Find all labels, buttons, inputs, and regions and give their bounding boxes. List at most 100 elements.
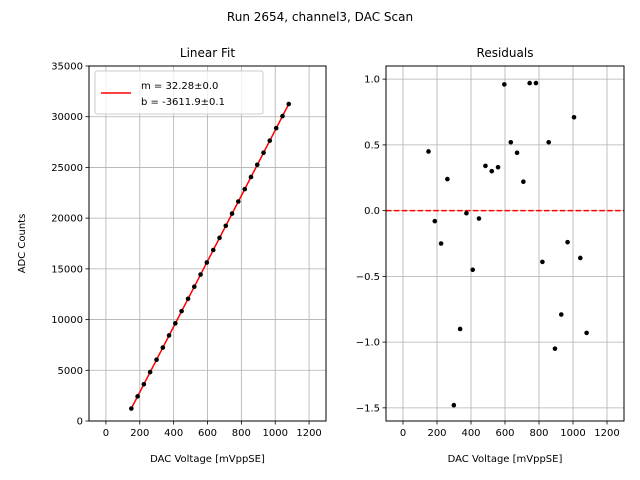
data-point (129, 406, 134, 411)
x-tick-label: 0 (103, 428, 109, 439)
legend-label-intercept: b = -3611.9±0.1 (141, 97, 225, 108)
linear-fit-x-axis-label: DAC Voltage [mVppSE] (150, 454, 265, 465)
data-point (141, 381, 147, 387)
data-point (147, 369, 153, 375)
x-tick-label: 1000 (262, 428, 287, 439)
linear-fit-y-ticks: 0 5000 10000 15000 20000 25000 30000 35000 (51, 62, 89, 428)
y-tick-label: 35000 (51, 62, 83, 73)
data-point (552, 346, 558, 351)
legend-label-slope: m = 32.28±0.0 (141, 81, 218, 92)
y-tick-label: 25000 (51, 163, 83, 174)
x-tick-label: 400 (461, 428, 480, 439)
data-point (432, 218, 438, 224)
data-point (286, 101, 292, 107)
linear-fit-title: Linear Fit (180, 46, 235, 60)
x-tick-label: 800 (529, 428, 548, 439)
fit-line (130, 103, 290, 409)
y-tick-label: 30000 (51, 112, 83, 123)
data-point (280, 113, 285, 119)
data-point (223, 223, 229, 229)
y-tick-label: 10000 (51, 315, 83, 326)
data-point (217, 235, 222, 241)
data-point (521, 179, 526, 185)
data-point (160, 345, 166, 350)
data-point (476, 216, 482, 221)
data-point (248, 174, 254, 180)
data-point (154, 357, 159, 363)
data-point (470, 267, 476, 273)
data-point (198, 272, 203, 277)
data-point (426, 149, 431, 154)
x-tick-label: 1000 (560, 428, 585, 439)
data-point (173, 321, 178, 326)
data-point (179, 308, 184, 314)
data-point (514, 150, 520, 156)
legend-box (94, 70, 264, 115)
data-point (495, 164, 501, 170)
data-point (210, 247, 216, 253)
y-tick-label: 0.5 (364, 140, 380, 151)
data-point (558, 312, 564, 317)
residuals-x-axis-label: DAC Voltage [mVppSE] (448, 454, 563, 465)
x-tick-label: 200 (427, 428, 446, 439)
residuals-title: Residuals (477, 46, 534, 60)
data-point (584, 330, 589, 336)
x-tick-label: 200 (130, 428, 149, 439)
data-point (254, 162, 260, 168)
data-point (273, 125, 279, 131)
data-point (445, 176, 450, 182)
y-tick-label: 20000 (51, 214, 83, 225)
data-point (242, 186, 248, 192)
residuals-chart: Residuals 0 200 400 600 800 1000 1200 −1.5 −1.0… (356, 46, 625, 465)
x-tick-label: 600 (198, 428, 217, 439)
x-tick-label: 400 (164, 428, 183, 439)
data-point (464, 210, 469, 216)
data-point (191, 284, 197, 290)
data-point (565, 239, 570, 245)
residuals-y-ticks: −1.5 −1.0 −0.5 0.0 0.5 1.0 (356, 75, 386, 414)
data-point (236, 199, 241, 204)
data-point (527, 80, 532, 86)
y-tick-label: 1.0 (364, 75, 380, 86)
linear-fit-chart: Linear Fit 0 200 400 600 800 1000 1200 0 5000 10… (17, 46, 327, 465)
x-tick-label: 1200 (296, 428, 321, 439)
data-point (166, 333, 172, 338)
residuals-points (426, 80, 589, 408)
figure-title: Run 2654, channel3, DAC Scan (227, 10, 413, 24)
data-point (546, 139, 551, 145)
x-tick-label: 600 (495, 428, 514, 439)
data-point (578, 255, 583, 261)
data-point (502, 82, 507, 87)
data-point (135, 394, 140, 399)
data-point (483, 163, 488, 169)
y-tick-label: −1.5 (356, 403, 380, 414)
data-point (229, 211, 235, 216)
y-tick-label: 5000 (58, 366, 83, 377)
data-point (571, 114, 577, 120)
data-point (489, 168, 495, 174)
linear-fit-line-group (130, 103, 290, 409)
x-tick-label: 800 (232, 428, 251, 439)
linear-fit-points (129, 101, 292, 411)
data-point (261, 150, 266, 156)
residuals-grid (386, 66, 624, 421)
legend: m = 32.28±0.0 b = -3611.9±0.1 (94, 70, 264, 115)
data-point (508, 139, 514, 145)
data-point (204, 260, 210, 265)
y-tick-label: 0.0 (364, 206, 380, 217)
y-tick-label: 15000 (51, 264, 83, 275)
linear-fit-x-ticks: 0 200 400 600 800 1000 1200 (103, 421, 322, 439)
residuals-x-ticks: 0 200 400 600 800 1000 1200 (400, 421, 620, 439)
linear-fit-y-axis-label: ADC Counts (17, 214, 28, 274)
data-point (457, 326, 463, 332)
data-point (540, 259, 545, 265)
y-tick-label: −1.0 (356, 338, 380, 349)
data-point (451, 402, 457, 408)
y-tick-label: −0.5 (356, 272, 380, 283)
x-tick-label: 0 (400, 428, 406, 439)
data-point (185, 296, 191, 302)
y-tick-label: 0 (77, 417, 83, 428)
data-point (438, 241, 444, 246)
data-point (533, 80, 539, 86)
